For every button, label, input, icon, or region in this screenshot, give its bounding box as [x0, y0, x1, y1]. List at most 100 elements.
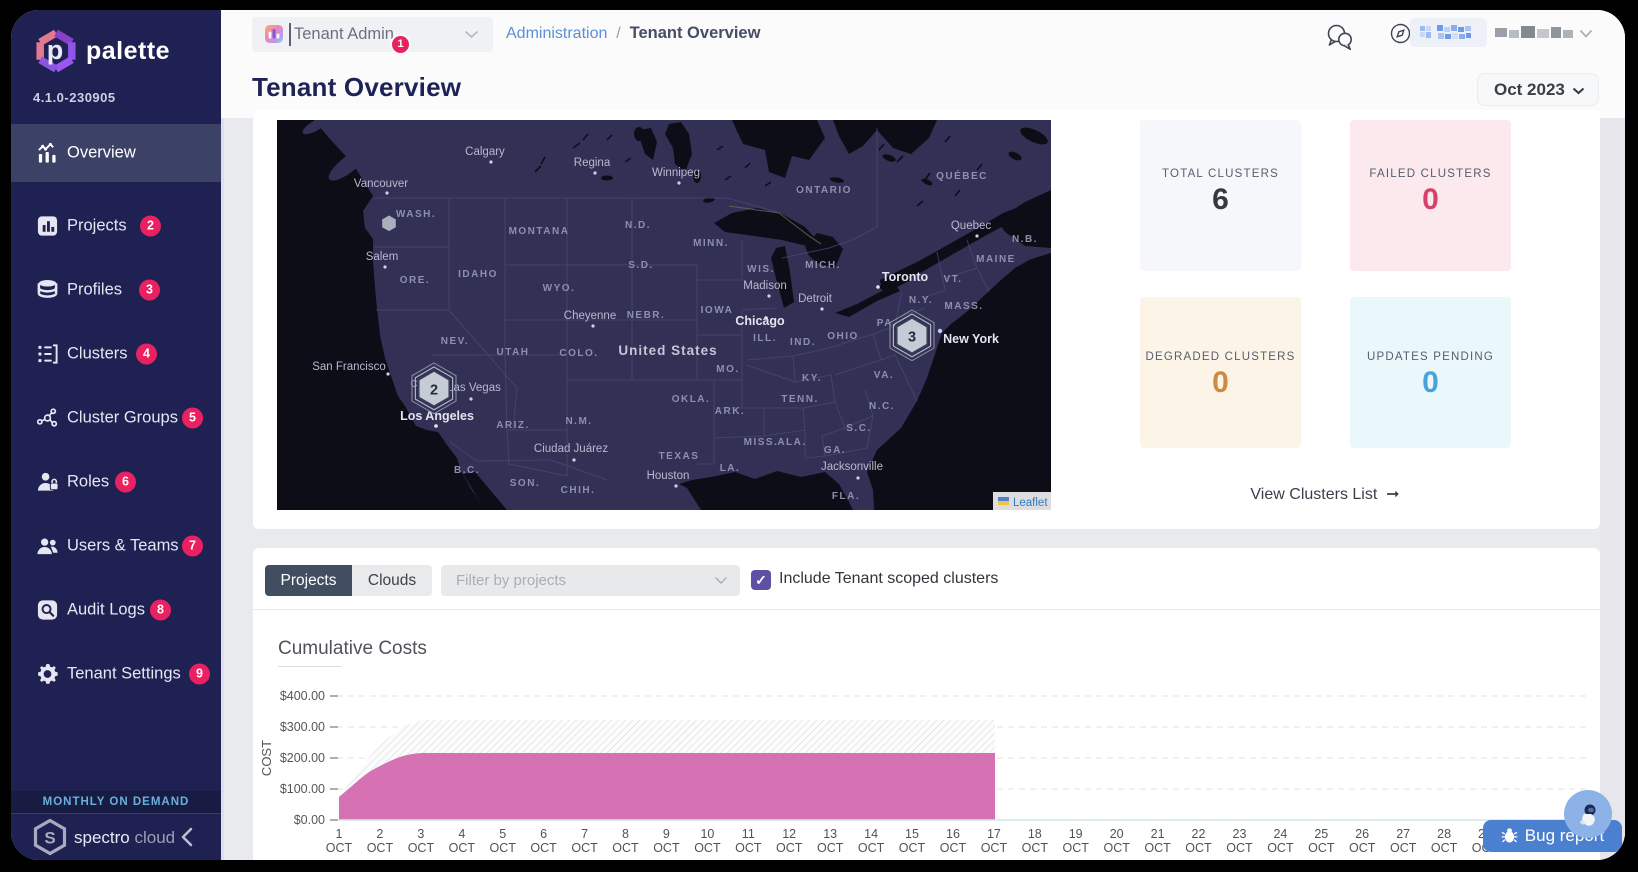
svg-text:OCT: OCT [449, 841, 476, 855]
svg-text:S: S [44, 829, 55, 848]
svg-text:N.M.: N.M. [565, 416, 592, 427]
svg-text:WASH.: WASH. [396, 209, 436, 220]
svg-text:OCT: OCT [1063, 841, 1090, 855]
svg-text:Cheyenne: Cheyenne [564, 310, 616, 322]
svg-text:20: 20 [1110, 827, 1124, 841]
svg-text:9: 9 [663, 827, 670, 841]
svg-text:LA.: LA. [720, 463, 741, 474]
svg-text:SON.: SON. [510, 478, 540, 489]
svg-text:OCT: OCT [1144, 841, 1171, 855]
svg-text:Winnipeg: Winnipeg [652, 167, 700, 179]
svg-text:13: 13 [823, 827, 837, 841]
svg-text:TEXAS: TEXAS [659, 451, 700, 462]
svg-text:27: 27 [1396, 827, 1410, 841]
svg-text:OCT: OCT [408, 841, 435, 855]
svg-text:OCT: OCT [1022, 841, 1049, 855]
svg-text:ONTARIO: ONTARIO [796, 185, 852, 196]
svg-text:Ciudad Juárez: Ciudad Juárez [534, 443, 608, 455]
svg-text:ALA.: ALA. [777, 437, 806, 448]
svg-text:5: 5 [499, 827, 506, 841]
svg-text:Toronto: Toronto [882, 270, 929, 284]
svg-text:UTAH: UTAH [496, 347, 529, 358]
svg-text:Los Angeles: Los Angeles [400, 409, 474, 423]
svg-text:$0.00: $0.00 [294, 813, 325, 827]
svg-text:B.C.: B.C. [454, 465, 480, 476]
svg-text:COLO.: COLO. [559, 348, 598, 359]
svg-text:OHIO: OHIO [827, 331, 859, 342]
svg-text:ORE.: ORE. [400, 275, 430, 286]
svg-text:$200.00: $200.00 [280, 751, 325, 765]
svg-text:2: 2 [430, 383, 438, 399]
svg-text:Madison: Madison [743, 280, 786, 292]
svg-text:S.D.: S.D. [628, 260, 653, 271]
svg-text:Las Vegas: Las Vegas [447, 382, 501, 394]
svg-text:$300.00: $300.00 [280, 720, 325, 734]
svg-text:OCT: OCT [776, 841, 803, 855]
svg-text:OCT: OCT [1104, 841, 1131, 855]
svg-text:MASS.: MASS. [944, 301, 983, 312]
svg-text:Quebec: Quebec [951, 220, 992, 232]
svg-text:19: 19 [1069, 827, 1083, 841]
svg-text:OCT: OCT [1390, 841, 1417, 855]
svg-text:OCT: OCT [1267, 841, 1294, 855]
svg-text:26: 26 [1355, 827, 1369, 841]
svg-text:25: 25 [1314, 827, 1328, 841]
svg-text:OKLA.: OKLA. [672, 394, 711, 405]
svg-text:VT.: VT. [944, 274, 963, 285]
svg-text:8: 8 [622, 827, 629, 841]
svg-text:WIS.: WIS. [747, 264, 775, 275]
svg-text:OCT: OCT [490, 841, 517, 855]
svg-text:$400.00: $400.00 [280, 689, 325, 703]
svg-text:23: 23 [1233, 827, 1247, 841]
svg-text:28: 28 [1437, 827, 1451, 841]
svg-text:OCT: OCT [817, 841, 844, 855]
svg-text:WYO.: WYO. [543, 283, 576, 294]
svg-text:Leaflet: Leaflet [1013, 497, 1048, 509]
svg-text:24: 24 [1273, 827, 1287, 841]
svg-text:QUÉBEC: QUÉBEC [936, 169, 988, 182]
svg-text:MINN.: MINN. [693, 238, 729, 249]
svg-text:OCT: OCT [940, 841, 967, 855]
svg-text:MISS.: MISS. [744, 437, 779, 448]
svg-text:N.Y.: N.Y. [909, 295, 933, 306]
svg-text:VA.: VA. [874, 370, 894, 381]
svg-text:22: 22 [1192, 827, 1206, 841]
svg-text:MICH.: MICH. [805, 260, 841, 271]
svg-text:Salem: Salem [366, 251, 399, 263]
svg-text:MAINE: MAINE [976, 254, 1016, 265]
svg-text:OCT: OCT [735, 841, 762, 855]
svg-text:17: 17 [987, 827, 1001, 841]
svg-text:1: 1 [336, 827, 343, 841]
svg-text:OCT: OCT [530, 841, 557, 855]
svg-text:OCT: OCT [653, 841, 680, 855]
svg-text:15: 15 [905, 827, 919, 841]
svg-text:ARIZ.: ARIZ. [496, 420, 530, 431]
svg-text:MO.: MO. [716, 364, 739, 375]
svg-text:Detroit: Detroit [798, 293, 833, 305]
svg-text:OCT: OCT [367, 841, 394, 855]
svg-text:OCT: OCT [326, 841, 353, 855]
svg-text:S.C.: S.C. [846, 423, 871, 434]
svg-text:OCT: OCT [571, 841, 598, 855]
svg-text:OCT: OCT [694, 841, 721, 855]
svg-text:3: 3 [417, 827, 424, 841]
svg-text:IND.: IND. [790, 337, 816, 348]
svg-text:Chicago: Chicago [735, 314, 785, 328]
svg-text:$100.00: $100.00 [280, 782, 325, 796]
svg-text:11: 11 [742, 827, 755, 841]
svg-text:NEBR.: NEBR. [627, 310, 666, 321]
svg-text:OCT: OCT [1431, 841, 1458, 855]
svg-text:p: p [47, 35, 64, 65]
svg-text:OCT: OCT [612, 841, 639, 855]
svg-text:OCT: OCT [981, 841, 1008, 855]
svg-text:FLA.: FLA. [832, 491, 860, 502]
svg-text:Calgary: Calgary [465, 146, 505, 158]
svg-text:COST: COST [259, 740, 274, 776]
svg-text:IDAHO: IDAHO [458, 269, 498, 280]
svg-text:Jacksonville: Jacksonville [821, 461, 883, 473]
svg-text:Regina: Regina [574, 157, 611, 169]
svg-text:7: 7 [581, 827, 588, 841]
svg-text:GA.: GA. [824, 445, 846, 456]
svg-text:OCT: OCT [899, 841, 926, 855]
svg-text:PA.: PA. [877, 318, 897, 329]
